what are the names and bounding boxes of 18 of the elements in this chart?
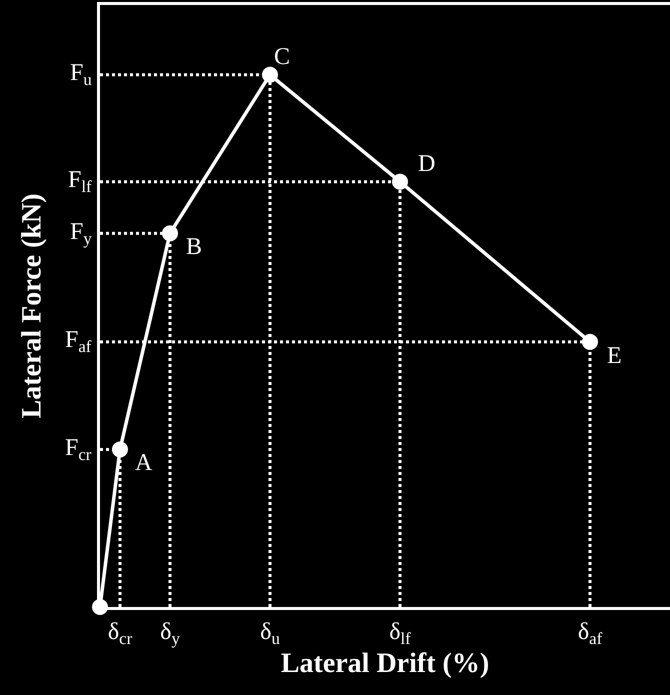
text: F$_{lf}$ <box>68 167 92 196</box>
x-tick-label: δ$_{u}$ <box>260 618 280 648</box>
x-tick-label: δ$_{cr}$ <box>108 618 133 648</box>
text: F$_{af}$ <box>65 327 92 356</box>
text: F$_{y}$ <box>70 219 92 248</box>
x-tick-label: δ$_{y}$ <box>160 618 180 648</box>
x-tick-label: δ$_{lf}$ <box>389 618 412 648</box>
annotation: A <box>135 450 153 476</box>
text: F$_{u}$ <box>70 60 92 90</box>
annotation: C <box>274 44 290 70</box>
x-axis-title: Lateral Drift (%) <box>280 648 490 679</box>
x-tick-label: δ$_{af}$ <box>578 618 603 648</box>
point <box>392 174 408 190</box>
y-axis-title: Lateral Force (kN) <box>16 194 48 418</box>
text: F$_{cr}$ <box>65 435 92 464</box>
annotation: B <box>186 234 202 260</box>
annotation: E <box>607 343 622 369</box>
annotation: D <box>418 151 436 177</box>
